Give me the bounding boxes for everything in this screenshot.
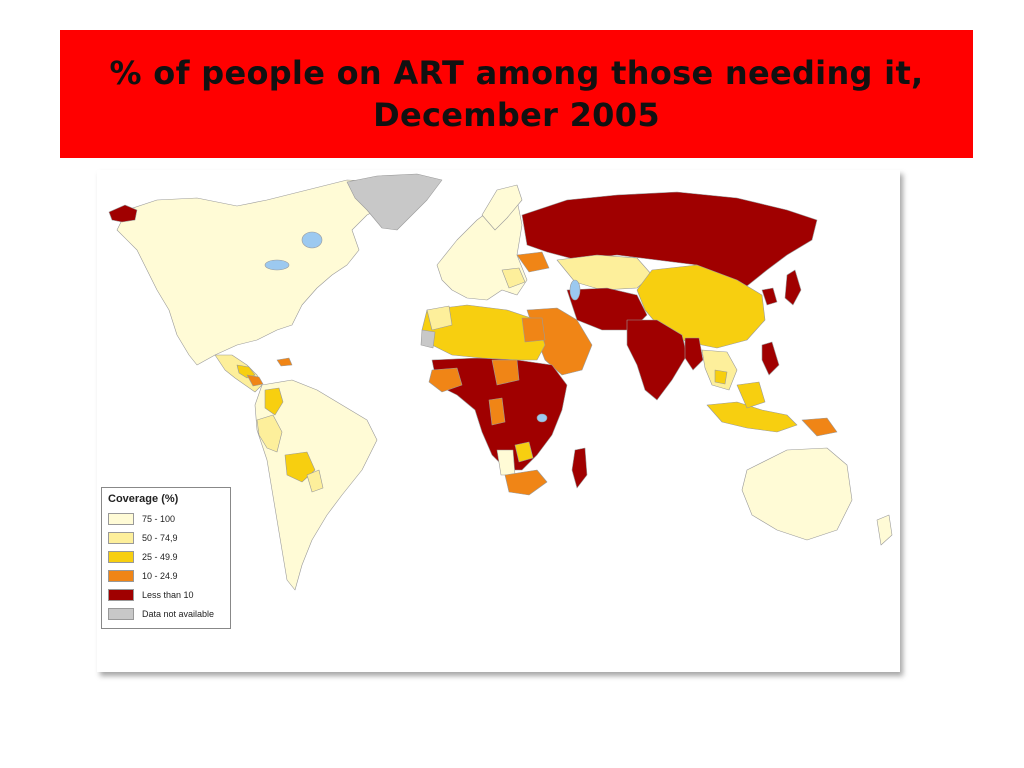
india-region	[626, 319, 688, 401]
myanmar-region	[684, 337, 704, 371]
southeast-asia-region	[701, 349, 738, 391]
central-america-region	[214, 354, 263, 393]
new-zealand-region	[876, 514, 893, 546]
borneo-region	[736, 381, 766, 409]
legend-swatch	[108, 532, 134, 544]
legend-item: 25 - 49.9	[108, 550, 178, 564]
philippines-region	[761, 341, 780, 376]
papua-region	[801, 417, 838, 437]
cambodia-region	[714, 369, 728, 385]
korea-region	[761, 287, 778, 306]
legend-swatch	[108, 608, 134, 620]
map-title-line-1: % of people on ART among those needing i…	[109, 54, 924, 92]
hudson-bay-water	[301, 231, 323, 249]
botswana-region	[514, 441, 534, 463]
honduras-region	[246, 374, 264, 387]
legend-item: 50 - 74,9	[108, 531, 178, 545]
map-legend: Coverage (%) 75 - 100 50 - 74,9 25 - 49.…	[101, 487, 231, 629]
legend-label: 25 - 49.9	[142, 552, 178, 562]
legend-title: Coverage (%)	[108, 493, 179, 505]
title-banner: % of people on ART among those needing i…	[60, 30, 973, 158]
south-africa-region	[504, 469, 548, 496]
map-title: % of people on ART among those needing i…	[109, 52, 923, 136]
great-lakes-water	[264, 259, 290, 271]
legend-label: 10 - 24.9	[142, 571, 178, 581]
eastern-europe-region	[501, 267, 526, 289]
central-africa-region	[488, 397, 506, 426]
alaska-region	[108, 204, 138, 223]
west-africa-region	[428, 367, 463, 393]
legend-item: Less than 10	[108, 588, 194, 602]
legend-item: 75 - 100	[108, 512, 175, 526]
legend-label: 50 - 74,9	[142, 533, 178, 543]
legend-label: 75 - 100	[142, 514, 176, 524]
legend-swatch	[108, 589, 134, 601]
paraguay-region	[306, 469, 324, 493]
legend-label: Data not available	[142, 609, 215, 619]
peru-region	[256, 414, 283, 453]
scandinavia-region	[481, 184, 523, 231]
north-america-region	[116, 179, 398, 366]
ukraine-region	[516, 251, 550, 273]
australia-region	[741, 447, 853, 541]
madagascar-region	[571, 447, 588, 489]
namibia-region	[496, 449, 516, 476]
legend-swatch	[108, 570, 134, 582]
haiti-region	[276, 357, 293, 367]
sudan-region	[491, 359, 520, 386]
legend-swatch	[108, 513, 134, 525]
japan-region	[784, 269, 802, 306]
west-sahara-region	[420, 329, 436, 349]
colombia-region	[264, 387, 284, 416]
morocco-region	[426, 305, 453, 331]
lake-victoria-water	[536, 413, 548, 423]
map-title-line-2: December 2005	[373, 96, 660, 134]
legend-item: 10 - 24.9	[108, 569, 178, 583]
caspian-sea-water	[569, 279, 581, 301]
legend-swatch	[108, 551, 134, 563]
legend-item: Data not available	[108, 607, 214, 621]
greenland-region	[346, 173, 443, 231]
egypt-region	[521, 317, 546, 343]
legend-label: Less than 10	[142, 590, 194, 600]
world-map-svg	[108, 173, 893, 591]
world-map: Coverage (%) 75 - 100 50 - 74,9 25 - 49.…	[97, 170, 900, 672]
